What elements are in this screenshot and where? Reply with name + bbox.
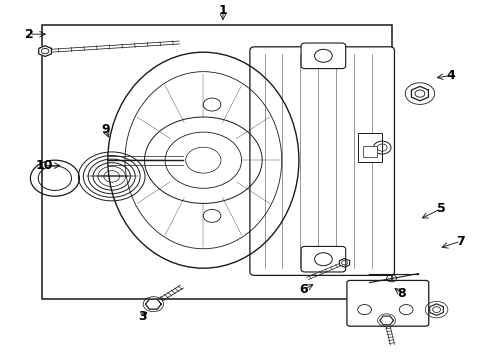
FancyBboxPatch shape bbox=[301, 43, 346, 68]
FancyBboxPatch shape bbox=[301, 246, 346, 272]
Bar bbox=[363, 146, 377, 157]
FancyBboxPatch shape bbox=[250, 47, 394, 275]
Polygon shape bbox=[340, 258, 349, 267]
Text: 3: 3 bbox=[138, 310, 147, 323]
Text: 9: 9 bbox=[101, 123, 110, 136]
Text: 8: 8 bbox=[397, 287, 406, 300]
Polygon shape bbox=[430, 304, 443, 315]
Polygon shape bbox=[146, 299, 161, 309]
Polygon shape bbox=[380, 316, 393, 325]
Polygon shape bbox=[412, 86, 428, 101]
Text: 7: 7 bbox=[456, 235, 465, 248]
Text: 4: 4 bbox=[446, 69, 455, 82]
Text: 6: 6 bbox=[299, 283, 308, 296]
Text: 1: 1 bbox=[219, 4, 227, 17]
Bar bbox=[358, 133, 382, 162]
FancyBboxPatch shape bbox=[347, 280, 429, 326]
Text: 2: 2 bbox=[25, 28, 34, 41]
Text: 5: 5 bbox=[437, 202, 445, 215]
Polygon shape bbox=[39, 46, 51, 57]
Bar bbox=[42, 25, 392, 299]
Text: 10: 10 bbox=[35, 159, 53, 172]
